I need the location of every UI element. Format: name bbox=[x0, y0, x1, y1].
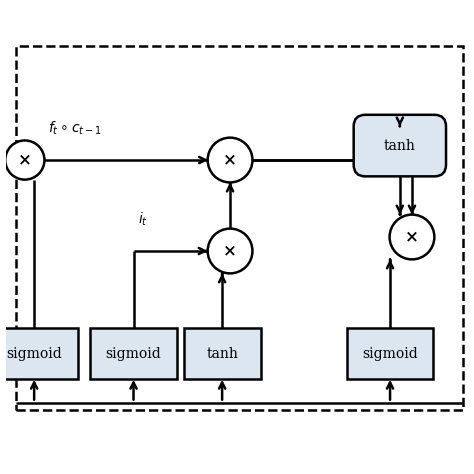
Text: sigmoid: sigmoid bbox=[6, 346, 62, 361]
FancyBboxPatch shape bbox=[354, 115, 446, 176]
Text: sigmoid: sigmoid bbox=[362, 346, 418, 361]
Text: ×: × bbox=[18, 152, 32, 169]
Circle shape bbox=[208, 137, 253, 182]
Text: sigmoid: sigmoid bbox=[106, 346, 161, 361]
Circle shape bbox=[5, 140, 45, 180]
Text: tanh: tanh bbox=[206, 346, 238, 361]
Text: ×: × bbox=[405, 228, 419, 246]
FancyBboxPatch shape bbox=[183, 328, 261, 379]
Text: ×: × bbox=[223, 243, 237, 259]
Text: tanh: tanh bbox=[384, 138, 416, 153]
Text: $f_t \circ c_{t-1}$: $f_t \circ c_{t-1}$ bbox=[48, 119, 102, 137]
Circle shape bbox=[390, 215, 434, 259]
Text: $o_t$: $o_t$ bbox=[419, 231, 432, 245]
Text: $i_t$: $i_t$ bbox=[138, 210, 148, 228]
FancyBboxPatch shape bbox=[91, 328, 177, 379]
FancyBboxPatch shape bbox=[0, 328, 79, 379]
Text: ×: × bbox=[223, 152, 237, 169]
FancyBboxPatch shape bbox=[347, 328, 433, 379]
Circle shape bbox=[208, 228, 253, 273]
